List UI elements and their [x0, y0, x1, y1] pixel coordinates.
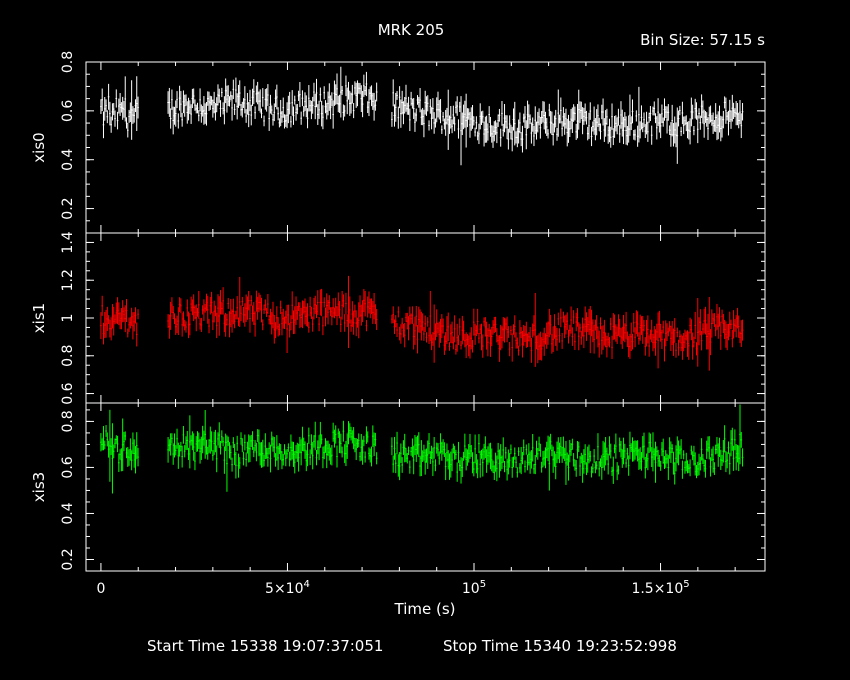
x-tick-label: 1.5×105 [631, 579, 689, 597]
y-tick-label: 0.4 [60, 148, 76, 170]
y-tick-label: 0.8 [60, 345, 76, 367]
chart-title: MRK 205 [378, 21, 445, 39]
x-tick-label: 0 [96, 581, 105, 597]
panel-xis3: 0.2 0.4 0.6 0.8 xis3 [30, 402, 766, 572]
stop-time-label: Stop Time 15340 19:23:52:998 [443, 637, 677, 655]
series-xis0 [100, 66, 744, 166]
panel-xis0: 0.2 0.4 0.6 0.8 xis0 [30, 51, 766, 234]
y-tick-label: 0.2 [60, 197, 76, 219]
y-tick-label: 1.4 [60, 231, 76, 253]
y-tick-label: 1.2 [60, 269, 76, 291]
y-tick-label: 0.8 [60, 410, 76, 432]
y-axis-label-xis3: xis3 [30, 472, 48, 502]
y-tick-label: 0.4 [60, 502, 76, 524]
x-tick-label: 5×104 [265, 579, 310, 597]
panel-frame [85, 402, 766, 572]
y-axis-label-xis1: xis1 [30, 303, 48, 333]
plot-panels: 0.20.40.60.8xis00.60.811.21.4xis10.20.40… [30, 51, 766, 597]
y-tick-label: 0.8 [60, 51, 76, 73]
start-time-label: Start Time 15338 19:07:37:051 [147, 637, 383, 655]
bin-size-label: Bin Size: 57.15 s [640, 31, 765, 49]
x-axis-label: Time (s) [394, 600, 456, 618]
y-axis-label-xis0: xis0 [30, 132, 48, 162]
y-tick-label: 0.6 [60, 100, 76, 122]
x-tick-label: 105 [462, 579, 486, 597]
series-xis3 [100, 404, 744, 494]
y-tick-label: 0.2 [60, 548, 76, 570]
panel-frame [85, 61, 766, 234]
panel-xis1: 0.6 0.8 1 1.2 1.4 xis1 [30, 231, 766, 405]
y-tick-label: 0.6 [60, 456, 76, 478]
series-xis1 [100, 275, 744, 371]
y-tick-label: 0.6 [60, 382, 76, 404]
y-tick-label: 1 [60, 314, 76, 323]
